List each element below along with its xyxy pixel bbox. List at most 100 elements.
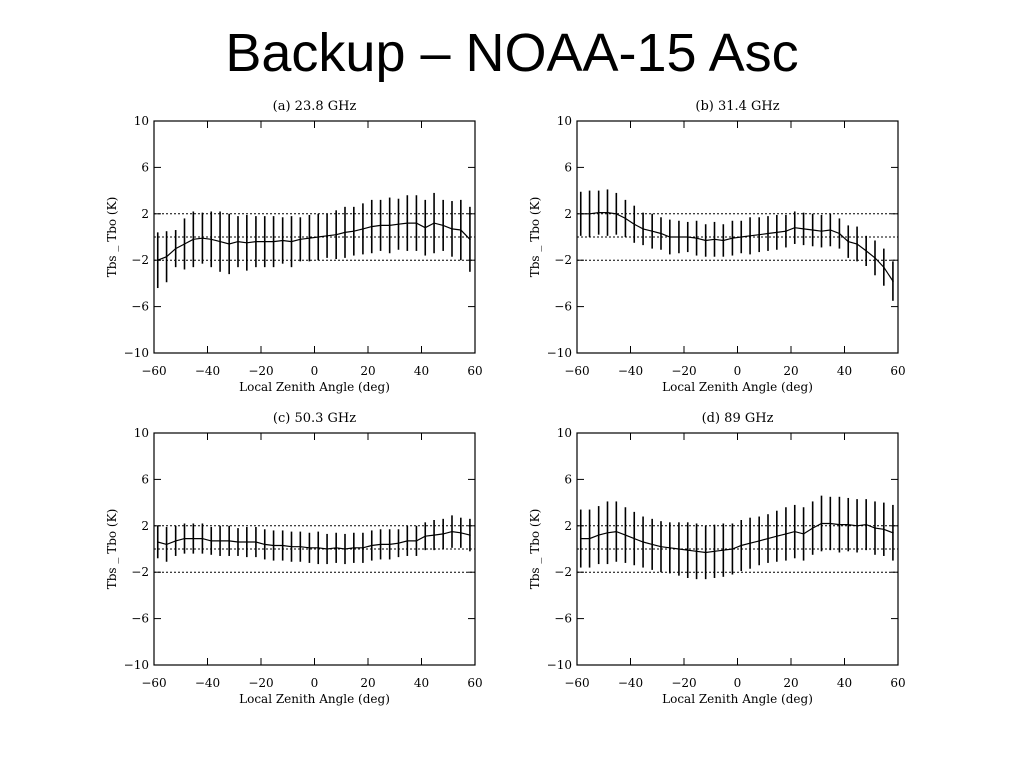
data-point	[406, 540, 409, 542]
y-tick-label: 6	[564, 472, 572, 486]
data-point	[713, 550, 716, 553]
data-point	[829, 522, 832, 525]
y-tick-label: −10	[547, 658, 572, 672]
data-point	[201, 237, 204, 239]
x-tick-label: −60	[141, 364, 166, 378]
data-point	[263, 543, 266, 546]
data-point	[228, 540, 230, 542]
data-point	[865, 250, 867, 252]
y-tick-label: −10	[547, 346, 572, 360]
data-point	[317, 236, 320, 238]
y-tick-label: 2	[141, 207, 149, 221]
data-point	[424, 535, 427, 538]
data-point	[633, 223, 636, 226]
chart-panel-3: −60 −40 −20 0 20 40 60 10 6 2 −2 −6 −10 (c) 50.3 GHz L…	[105, 411, 483, 706]
x-axis-label: Local Zenith Angle (deg)	[662, 380, 813, 394]
x-tick-label: 0	[734, 676, 742, 690]
data-point	[183, 243, 186, 245]
data-point	[388, 224, 391, 227]
data-point	[165, 255, 168, 258]
data-point	[776, 535, 778, 538]
data-point	[579, 213, 582, 215]
data-point	[201, 537, 204, 540]
x-tick-label: 40	[414, 676, 429, 690]
x-tick-label: −40	[618, 364, 643, 378]
data-point	[883, 266, 885, 268]
data-point	[678, 548, 680, 550]
data-point	[785, 230, 787, 232]
data-point	[469, 534, 471, 536]
data-point	[642, 228, 644, 230]
data-point	[678, 236, 680, 238]
x-tick-label: 40	[837, 676, 852, 690]
data-point	[156, 541, 159, 543]
data-point	[660, 232, 662, 235]
data-point	[317, 547, 320, 549]
data-point	[174, 247, 177, 250]
data-point	[749, 542, 751, 544]
y-tick-label: 2	[564, 207, 572, 221]
data-point	[460, 229, 462, 231]
data-point	[228, 243, 230, 245]
data-point	[588, 213, 591, 215]
data-point	[290, 240, 293, 243]
data-point	[406, 222, 409, 224]
data-point	[263, 240, 266, 243]
data-point	[579, 537, 582, 540]
x-tick-label: 20	[360, 364, 375, 378]
y-tick-label: −2	[131, 253, 149, 267]
x-tick-label: 60	[467, 364, 482, 378]
x-axis-label: Local Zenith Angle (deg)	[662, 692, 813, 706]
data-point	[642, 541, 644, 543]
data-point	[704, 551, 707, 554]
series-line	[157, 530, 471, 550]
data-point	[362, 547, 364, 549]
data-point	[246, 541, 248, 543]
data-point	[883, 528, 885, 531]
data-point	[379, 543, 382, 546]
data-point	[353, 230, 355, 232]
chart-title: (a) 23.8 GHz	[273, 99, 357, 114]
data-point	[165, 543, 168, 546]
data-point	[793, 226, 796, 229]
data-point	[388, 543, 391, 546]
x-tick-label: 40	[414, 364, 429, 378]
data-point	[299, 238, 302, 241]
data-point	[874, 257, 876, 259]
data-point	[433, 222, 435, 224]
data-point	[793, 530, 796, 533]
data-point	[811, 229, 814, 231]
data-point	[624, 534, 627, 536]
data-point	[820, 230, 823, 232]
x-tick-label: 60	[890, 364, 905, 378]
chart-title: (c) 50.3 GHz	[273, 411, 356, 426]
data-point	[308, 237, 311, 239]
x-tick-label: −60	[141, 676, 166, 690]
data-point	[820, 522, 823, 525]
data-point	[370, 544, 373, 547]
data-point	[597, 534, 600, 536]
x-tick-label: 60	[890, 676, 905, 690]
data-point	[713, 238, 716, 241]
data-point	[210, 540, 213, 542]
y-tick-label: −6	[554, 300, 572, 314]
data-point	[606, 211, 609, 214]
y-axis-label: Tbs _ Tbo (K)	[105, 509, 119, 590]
y-tick-label: −6	[131, 612, 149, 626]
x-tick-label: 20	[783, 364, 798, 378]
x-tick-label: 60	[467, 676, 482, 690]
chart-title: (b) 31.4 GHz	[695, 99, 779, 114]
data-point	[299, 545, 302, 548]
data-point	[829, 229, 832, 231]
data-point	[722, 239, 725, 242]
data-point	[174, 540, 177, 542]
y-axis-label: Tbs _ Tbo (K)	[105, 197, 119, 278]
y-tick-label: 6	[141, 472, 149, 486]
data-point	[183, 537, 186, 540]
data-point	[272, 544, 275, 547]
series-line	[580, 522, 894, 554]
y-tick-label: 6	[141, 160, 149, 174]
data-point	[847, 240, 850, 243]
data-point	[460, 531, 462, 534]
data-point	[281, 544, 284, 547]
